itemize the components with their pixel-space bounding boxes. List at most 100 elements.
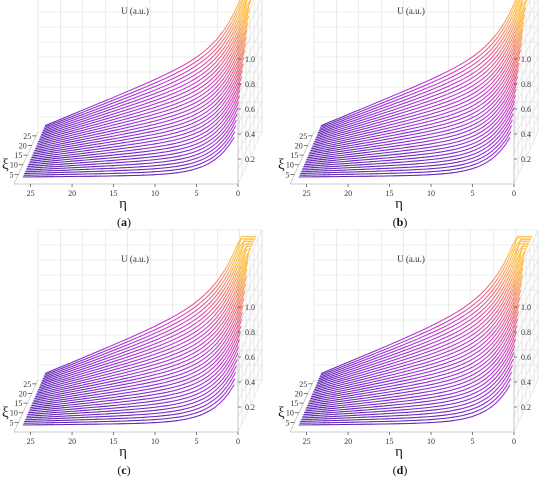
surface-segment [71,392,78,395]
surface-segment [103,112,110,115]
surface-segment [72,142,79,145]
surface-segment [191,412,197,415]
surface-segment [400,135,407,138]
surface-segment [73,374,79,377]
surface-segment [143,335,150,339]
surface-segment [478,51,485,58]
surface-segment [423,153,430,155]
surface-segment [464,82,471,87]
surface-segment [464,327,471,332]
surface-segment [206,396,213,401]
surface-segment [460,354,467,358]
surface-segment [476,87,483,92]
surface-segment [498,130,504,138]
surface-segment [98,377,105,380]
surface-segment [86,124,93,128]
surface-segment [77,138,84,141]
surface-segment [380,125,387,128]
surface-segment [477,130,484,135]
surface-segment [220,330,227,339]
surface-segment [234,278,241,293]
surface-segment [448,75,455,79]
surface-segment [427,338,434,342]
surface-segment [223,339,230,348]
surface-segment [500,139,507,147]
surface-segment [470,99,477,104]
surface-segment [424,353,431,357]
surface-segment [48,158,55,160]
surface-segment [219,97,226,105]
surface-segment [433,354,440,358]
surface-segment [191,313,197,319]
surface-segment [218,126,225,134]
surface-segment [447,172,453,174]
surface-segment [314,396,321,399]
surface-segment [435,346,442,350]
surface-segment [325,131,332,134]
surface-segment [134,111,141,114]
surface-segment [371,109,378,113]
surface-segment [357,360,364,364]
surface-segment [201,134,208,139]
surface-segment [44,122,51,127]
surface-segment [152,133,159,136]
surface-segment [431,76,437,80]
surface-segment [161,356,168,360]
surface-segment [399,102,406,106]
surface-segment [506,69,513,80]
surface-segment [498,317,505,327]
surface-segment [182,363,189,367]
surface-segment [431,138,438,141]
surface-segment [162,394,169,397]
surface-segment [151,363,158,366]
surface-segment [377,381,384,384]
surface-segment [435,74,442,78]
surface-segment [171,168,178,171]
surface-segment [510,63,517,77]
surface-segment [121,338,128,342]
surface-segment [376,108,382,111]
surface-segment [68,115,74,119]
surface-segment [382,151,389,154]
surface-segment [514,0,521,14]
surface-segment [196,86,203,91]
surface-segment [483,122,490,127]
surface-segment [319,160,326,163]
surface-segment [205,357,211,363]
surface-segment [462,316,469,322]
surface-segment [152,152,159,155]
surface-segment [163,370,170,373]
surface-segment [104,106,111,110]
surface-segment [97,134,104,138]
surface-segment [338,146,344,149]
surface-segment [463,162,469,165]
surface-segment [372,369,379,373]
surface-segment [495,66,502,75]
surface-segment [390,153,397,156]
surface-segment [477,56,484,62]
surface-segment [66,367,73,371]
surface-segment [425,82,432,86]
surface-segment [227,117,234,127]
surface-segment [326,151,333,154]
surface-segment [83,368,90,372]
surface-segment [176,350,182,354]
surface-segment [119,345,126,349]
surface-segment [186,119,193,123]
surface-segment [509,101,516,113]
surface-segment [178,383,185,387]
surface-segment [105,103,112,107]
surface-segment [53,157,60,160]
surface-segment [377,102,384,106]
surface-segment [415,357,422,360]
surface-segment [340,387,347,390]
surface-segment [467,68,473,74]
surface-segment [219,392,226,400]
surface-segment [227,62,234,72]
surface-segment [179,88,186,92]
surface-segment [363,154,369,156]
surface-segment [221,271,228,280]
surface-segment [433,151,440,154]
surface-segment [509,44,516,57]
surface-segment [215,73,222,81]
